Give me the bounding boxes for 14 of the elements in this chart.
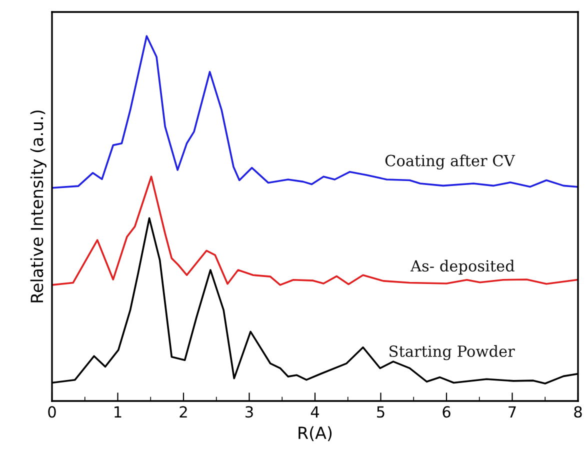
series-label: Coating after CV: [385, 154, 516, 170]
x-tick-label: 7: [508, 406, 516, 418]
y-axis-title: Relative Intensity (a.u.): [30, 110, 46, 302]
x-axis-title: R(A): [298, 426, 332, 442]
series-label: Starting Powder: [390, 345, 515, 360]
series-label: As- deposited: [410, 260, 514, 275]
x-tick-label: 4: [310, 406, 320, 418]
x-tick-label: 6: [442, 406, 450, 418]
x-tick-label: 2: [180, 406, 187, 418]
x-tick-label: 1: [114, 406, 122, 418]
x-tick-label: 8: [574, 406, 582, 418]
x-tick-label: 5: [377, 406, 384, 418]
x-tick-label: 3: [246, 406, 253, 418]
x-tick-label: 0: [48, 406, 56, 418]
